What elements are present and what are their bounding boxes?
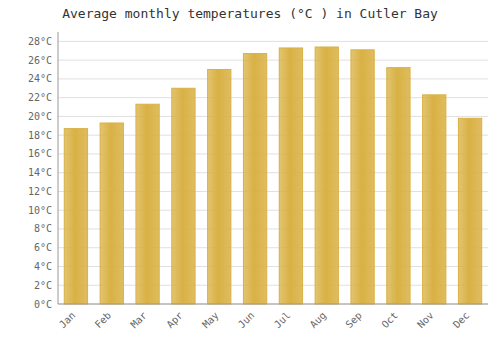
bar bbox=[100, 123, 123, 304]
y-tick-label: 14°C bbox=[28, 167, 52, 178]
grid-line bbox=[58, 304, 488, 305]
bar bbox=[458, 118, 481, 304]
y-tick-label: 24°C bbox=[28, 73, 52, 84]
bar bbox=[64, 129, 87, 304]
grid-line bbox=[58, 78, 488, 79]
y-tick-label: 20°C bbox=[28, 111, 52, 122]
x-tick-label: Aug bbox=[308, 310, 329, 331]
x-tick-label: Mar bbox=[128, 310, 149, 331]
grid-line bbox=[58, 60, 488, 61]
bar bbox=[136, 104, 159, 304]
bar bbox=[243, 54, 266, 304]
grid-line bbox=[58, 41, 488, 42]
bar bbox=[423, 95, 446, 304]
x-tick-label: Jan bbox=[57, 310, 78, 331]
x-tick-label: Dec bbox=[451, 310, 472, 331]
y-axis-line bbox=[58, 32, 59, 304]
bar bbox=[315, 47, 338, 304]
y-tick-label: 10°C bbox=[28, 205, 52, 216]
chart-container: Average monthly temperatures (°C ) in Cu… bbox=[0, 0, 500, 350]
y-tick-label: 0°C bbox=[34, 299, 52, 310]
x-tick-label: Jul bbox=[272, 310, 293, 331]
x-tick-label: Nov bbox=[415, 310, 436, 331]
x-tick-label: Oct bbox=[379, 310, 400, 331]
bar bbox=[387, 68, 410, 304]
bar bbox=[208, 70, 231, 304]
bar bbox=[172, 88, 195, 304]
y-tick-label: 6°C bbox=[34, 242, 52, 253]
y-tick-label: 26°C bbox=[28, 55, 52, 66]
y-tick-label: 2°C bbox=[34, 280, 52, 291]
x-tick-label: Apr bbox=[164, 310, 185, 331]
bar bbox=[279, 48, 302, 304]
y-tick-label: 28°C bbox=[28, 36, 52, 47]
y-tick-label: 16°C bbox=[28, 148, 52, 159]
chart-svg: Average monthly temperatures (°C ) in Cu… bbox=[0, 0, 500, 350]
x-tick-label: May bbox=[200, 310, 221, 331]
y-tick-label: 8°C bbox=[34, 223, 52, 234]
bar bbox=[351, 50, 374, 304]
y-tick-label: 12°C bbox=[28, 186, 52, 197]
y-tick-label: 18°C bbox=[28, 130, 52, 141]
x-tick-label: Jun bbox=[236, 310, 257, 331]
y-tick-label: 4°C bbox=[34, 261, 52, 272]
title: Average monthly temperatures (°C ) in Cu… bbox=[62, 6, 438, 21]
x-axis-line bbox=[58, 304, 488, 305]
x-tick-label: Sep bbox=[343, 310, 364, 331]
x-tick-label: Feb bbox=[93, 310, 114, 331]
y-tick-label: 22°C bbox=[28, 92, 52, 103]
